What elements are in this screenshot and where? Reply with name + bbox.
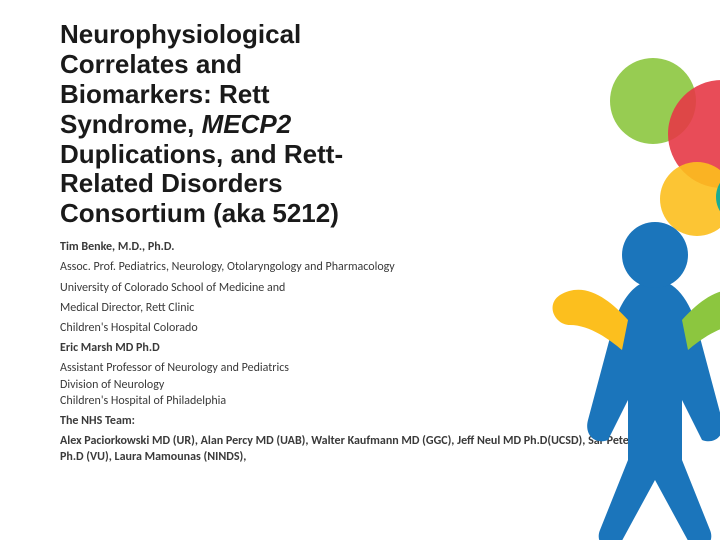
slide: Neurophysiological Correlates and Biomar…: [0, 0, 720, 540]
body-line: Medical Director, Rett Clinic: [60, 300, 660, 316]
title-line: Syndrome,: [60, 109, 202, 139]
body-line: Alex Paciorkowski MD (UR), Alan Percy MD…: [60, 433, 660, 465]
title-italic: MECP2: [202, 109, 292, 139]
title-line: Related Disorders: [60, 168, 283, 198]
body-line: The NHS Team:: [60, 413, 660, 429]
decorative-circle: [716, 170, 720, 224]
title-line: Neurophysiological: [60, 19, 301, 49]
body-line: Assoc. Prof. Pediatrics, Neurology, Otol…: [60, 259, 660, 275]
body-line: Tim Benke, M.D., Ph.D.: [60, 239, 660, 255]
title-line: Duplications, and Rett-: [60, 139, 343, 169]
decorative-circle: [668, 80, 720, 188]
body-line: Eric Marsh MD Ph.D: [60, 340, 660, 356]
body-line: University of Colorado School of Medicin…: [60, 280, 660, 296]
slide-title: Neurophysiological Correlates and Biomar…: [60, 20, 660, 229]
body-line: Children's Hospital Colorado: [60, 320, 660, 336]
title-line: Correlates and: [60, 49, 242, 79]
slide-body: Tim Benke, M.D., Ph.D. Assoc. Prof. Pedia…: [60, 239, 660, 465]
decorative-circle: [660, 162, 720, 236]
title-line: Consortium (aka 5212): [60, 198, 339, 228]
title-line: Biomarkers: Rett: [60, 79, 270, 109]
body-line: Assistant Professor of Neurology and Ped…: [60, 360, 660, 409]
